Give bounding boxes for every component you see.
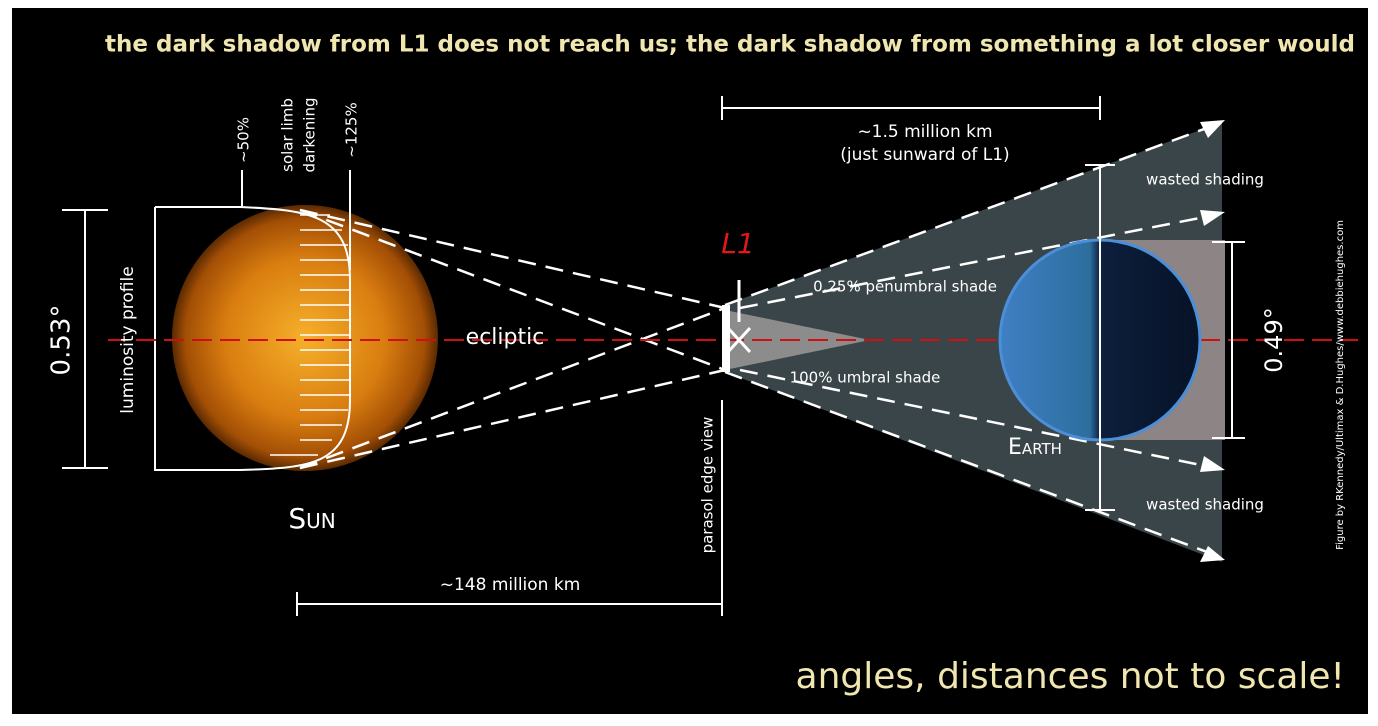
footer-note: angles, distances not to scale! (796, 656, 1345, 697)
center-pct: ~125% (343, 102, 361, 157)
sun-name: Sun (288, 502, 335, 535)
credit: Figure by RKennedy/Ultimax & D.Hughes/ww… (1335, 220, 1346, 550)
diagram: the dark shadow from L1 does not reach u… (0, 0, 1378, 722)
title: the dark shadow from L1 does not reach u… (105, 32, 1355, 58)
luminosity-label: luminosity profile (118, 266, 138, 413)
edge-pct: ~50% (235, 117, 253, 163)
limb-line1: solar limb (279, 98, 297, 172)
sun-distance: ~148 million km (440, 575, 581, 595)
earth-angle: 0.49° (1260, 307, 1288, 372)
sun-angle: 0.53° (47, 305, 77, 376)
parasol (722, 305, 730, 372)
umbral-label: 100% umbral shade (790, 369, 941, 387)
wasted-top: wasted shading (1146, 171, 1264, 189)
l1-distance-2: (just sunward of L1) (840, 145, 1009, 165)
parasol-label: parasol edge view (699, 417, 717, 554)
wasted-bottom: wasted shading (1146, 496, 1264, 514)
l1-label: L1 (721, 227, 754, 260)
earth-name: Earth (1008, 435, 1062, 460)
ecliptic-label: ecliptic (466, 325, 545, 350)
l1-distance-1: ~1.5 million km (857, 122, 992, 142)
limb-line2: darkening (301, 98, 319, 173)
penumbral-label: 0.25% penumbral shade (813, 278, 997, 296)
